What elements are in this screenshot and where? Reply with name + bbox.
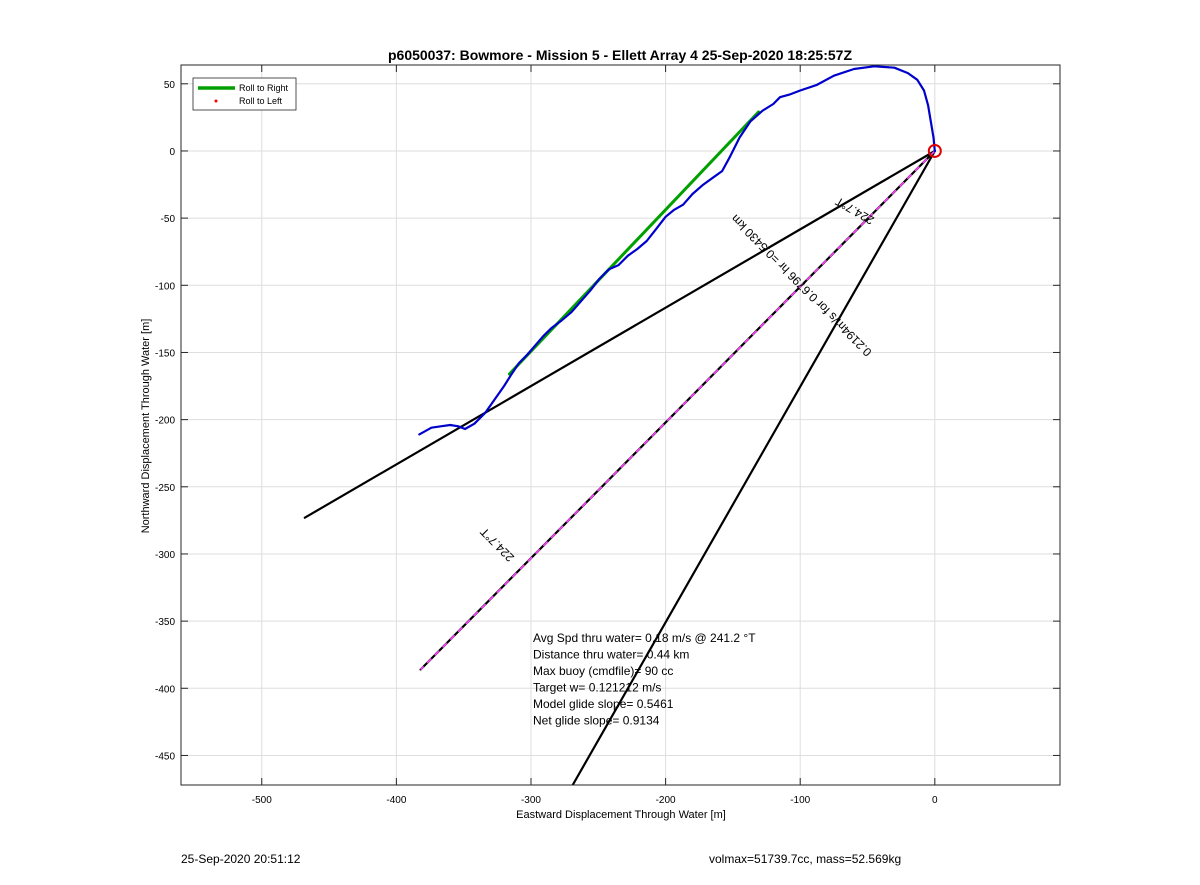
stats-block: Avg Spd thru water= 0.18 m/s @ 241.2 °T D… [533,631,756,728]
stats-line: Target w= 0.121212 m/s [533,681,661,695]
y-tick-label: -450 [155,751,175,762]
y-axis-label: Northward Displacement Through Water [m] [140,319,152,534]
y-tick-label: 0 [169,147,175,158]
plot-area [181,65,1060,785]
y-tick-label: -300 [155,550,175,561]
x-tick-label: -300 [521,795,541,806]
legend-box [192,77,297,111]
grid [181,65,1060,785]
footer-timestamp: 25-Sep-2020 20:51:12 [181,852,301,866]
series-line [571,149,936,785]
y-tick-label: -200 [155,416,175,427]
y-tick-label: -100 [155,281,175,292]
legend-label-roll-left: Roll to Left [239,96,283,106]
y-tick-labels: 50 0 -50 -100 -150 -200 -250 -300 -350 -400 -450 [155,80,175,763]
y-tick-label: -400 [155,684,175,695]
x-tick-label: -100 [790,795,810,806]
legend-swatch-roll-left [214,99,218,103]
stats-line: Model glide slope= 0.5461 [533,697,674,711]
chart-title: p6050037: Bowmore - Mission 5 - Ellett A… [388,47,852,63]
x-tick-label: -200 [656,795,676,806]
series-line [303,149,936,519]
series-line-dashed-overlay [420,150,936,671]
y-tick-label: -350 [155,617,175,628]
y-tick-label: -50 [161,214,176,225]
x-axis-label: Eastward Displacement Through Water [m] [516,809,726,821]
x-tick-label: 0 [932,795,938,806]
y-tick-label: -150 [155,348,175,359]
stats-line: Avg Spd thru water= 0.18 m/s @ 241.2 °T [533,631,756,645]
tick-marks [181,65,1060,785]
stats-line: Net glide slope= 0.9134 [533,714,660,728]
start-marker [927,143,942,158]
series-layer [303,65,942,785]
plot-frame [180,64,1061,786]
legend: Roll to Right Roll to Left [192,77,297,111]
series-line [507,110,760,376]
stats-line: Max buoy (cmdfile)= 90 cc [533,664,673,678]
x-tick-labels: -500 -400 -300 -200 -100 0 [252,795,938,806]
x-tick-label: -400 [386,795,406,806]
series-line [418,65,936,436]
y-tick-label: 50 [164,80,176,91]
stats-line: Distance thru water= 0.44 km [533,648,689,662]
y-tick-label: -250 [155,483,175,494]
legend-label-roll-right: Roll to Right [239,83,289,93]
x-tick-label: -500 [252,795,272,806]
footer-volume-mass: volmax=51739.7cc, mass=52.569kg [709,852,902,866]
